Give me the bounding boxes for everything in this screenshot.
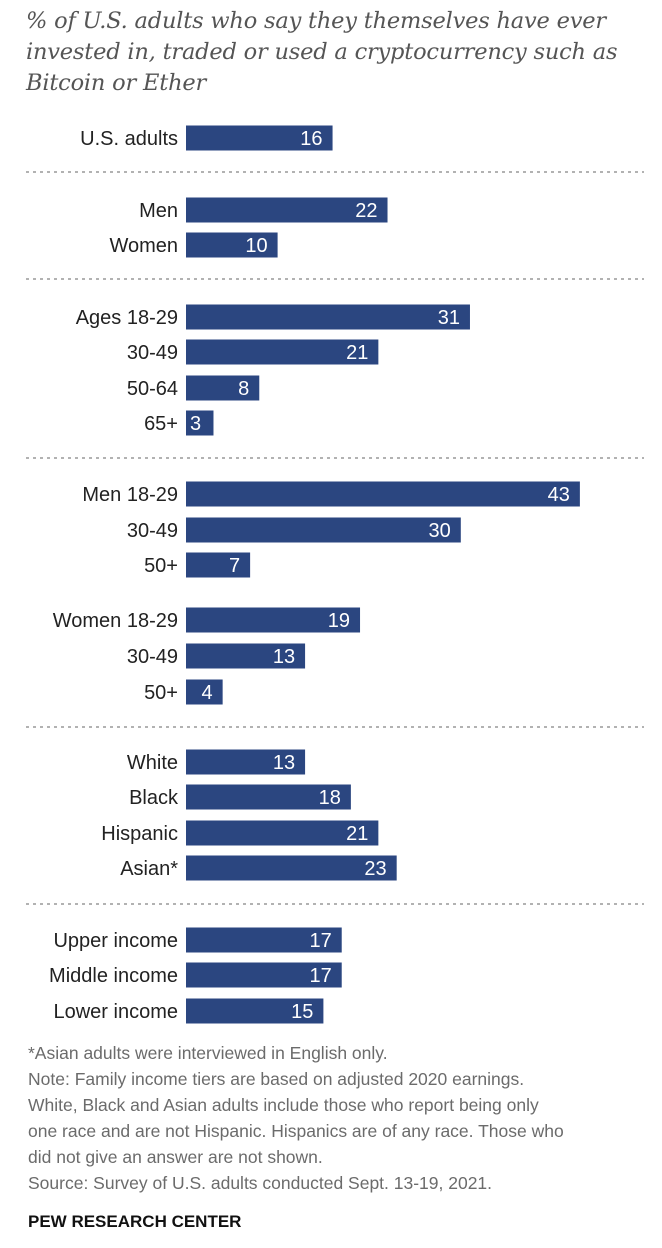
bar: [186, 197, 388, 223]
value-label: 30: [429, 520, 451, 542]
category-label: Men: [139, 200, 178, 222]
source-note: Source: Survey of U.S. adults conducted …: [28, 1173, 493, 1193]
bar: [186, 304, 470, 330]
value-label: 8: [238, 378, 249, 400]
bar: [186, 375, 260, 401]
bar: [186, 643, 306, 669]
note-race-2: one race and are not Hispanic. Hispanics…: [28, 1121, 564, 1141]
bar: [186, 410, 214, 436]
brand-logo-text: PEW RESEARCH CENTER: [28, 1212, 242, 1231]
bar: [186, 962, 342, 988]
category-label: U.S. adults: [80, 128, 178, 150]
note-asian: *Asian adults were interviewed in Englis…: [28, 1043, 388, 1063]
bar: [186, 125, 333, 151]
bar: [186, 927, 342, 953]
bar-chart: U.S. adults 16 Men 22 Women 10 Ages 18-29 31 30-…: [26, 125, 644, 1024]
value-label: 43: [548, 484, 570, 506]
note-race-3: did not give an answer are not shown.: [28, 1147, 323, 1167]
value-label: 21: [346, 823, 368, 845]
category-label: 30-49: [127, 342, 178, 364]
value-label: 21: [346, 342, 368, 364]
category-label: Upper income: [53, 930, 178, 952]
chart-subtitle: % of U.S. adults who say they themselves…: [26, 8, 618, 96]
category-label: Hispanic: [101, 823, 178, 845]
bar: [186, 998, 324, 1024]
value-label: 22: [355, 200, 377, 222]
category-label: 65+: [144, 413, 178, 435]
category-label: 50+: [144, 682, 178, 704]
bar: [186, 552, 251, 578]
bar: [186, 232, 278, 258]
value-label: 18: [319, 787, 341, 809]
category-label: Middle income: [49, 965, 178, 987]
value-label: 17: [309, 930, 331, 952]
note-race-1: White, Black and Asian adults include th…: [28, 1095, 539, 1115]
bar: [186, 820, 379, 846]
bar: [186, 679, 223, 705]
value-label: 7: [229, 555, 240, 577]
category-label: 30-49: [127, 646, 178, 668]
value-label: 10: [245, 235, 267, 257]
category-label: Men 18-29: [82, 484, 178, 506]
chart-notes: *Asian adults were interviewed in Englis…: [28, 1040, 653, 1196]
value-label: 17: [309, 965, 331, 987]
value-label: 4: [202, 682, 213, 704]
value-label: 13: [273, 646, 295, 668]
bar: [186, 784, 351, 810]
value-label: 31: [438, 307, 460, 329]
category-label: 50+: [144, 555, 178, 577]
category-label: 30-49: [127, 520, 178, 542]
bar: [186, 855, 397, 881]
category-label: Black: [129, 787, 179, 809]
category-label: 50-64: [127, 378, 178, 400]
bar: [186, 481, 580, 507]
value-label: 13: [273, 752, 295, 774]
category-label: Asian*: [120, 858, 178, 880]
value-label: 16: [300, 128, 322, 150]
category-label: Women: [109, 235, 178, 257]
bar: [186, 339, 379, 365]
category-label: Lower income: [53, 1001, 178, 1023]
value-label: 15: [291, 1001, 313, 1023]
bar: [186, 749, 306, 775]
category-label: White: [127, 752, 178, 774]
value-label: 19: [328, 610, 350, 632]
bar: [186, 517, 461, 543]
bar: [186, 607, 361, 633]
value-label: 23: [364, 858, 386, 880]
value-label: 3: [190, 413, 201, 435]
category-label: Women 18-29: [53, 610, 178, 632]
note-income: Note: Family income tiers are based on a…: [28, 1069, 525, 1089]
category-label: Ages 18-29: [76, 307, 178, 329]
